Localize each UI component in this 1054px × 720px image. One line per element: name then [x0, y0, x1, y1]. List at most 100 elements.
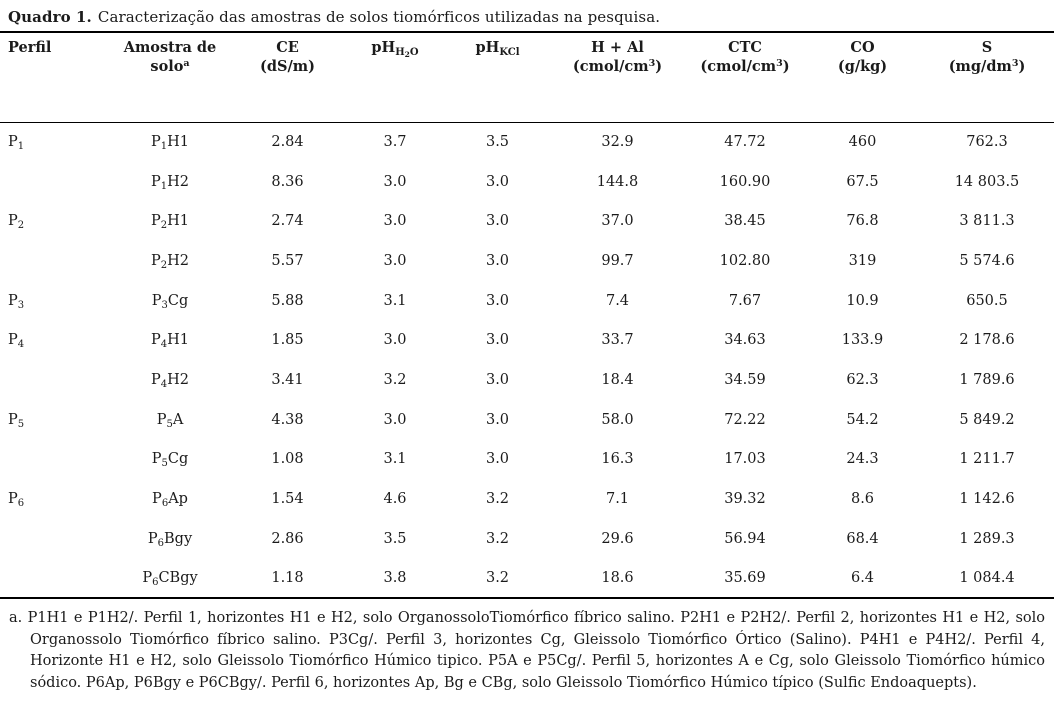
co-cell: 54.2 [846, 411, 879, 428]
ph-h2o-cell: 3.0 [383, 252, 407, 269]
ph-h2o-cell: 3.2 [383, 371, 407, 388]
s-cell: 1 789.6 [959, 371, 1015, 388]
soil-samples-table: Perfil Amostra de soloa CE (dS/m) pHH2O pH… [0, 31, 1054, 600]
ce-cell: 1.08 [271, 451, 304, 468]
ph-h2o-cell: 3.0 [383, 213, 407, 230]
ph-kcl-cell: 3.0 [485, 173, 510, 190]
ph-h2o-cell: 3.7 [383, 134, 407, 151]
ctc-cell: 17.03 [724, 451, 766, 468]
col-header-ctc: CTC (cmol/cm3) [685, 32, 805, 123]
s-cell: 1 289.3 [959, 530, 1015, 547]
table-row: P5Cg 1.08 3.1 3.0 16.3 17.03 24.3 1 211.… [0, 440, 1054, 480]
sample-cell: P2H2 [150, 252, 189, 271]
ph-h2o-cell: 3.0 [383, 411, 407, 428]
ce-cell: 8.36 [271, 173, 304, 190]
co-cell: 460 [848, 134, 877, 151]
perfil-cell [0, 360, 110, 400]
ph-h2o-cell: 3.5 [383, 530, 407, 547]
paper-page: Quadro 1. Caracterização das amostras de … [0, 0, 1054, 694]
co-cell: 62.3 [846, 371, 879, 388]
col-header-ph-kcl: pHKCl [445, 32, 550, 123]
ce-cell: 5.88 [271, 292, 304, 309]
table-row: P4H2 3.41 3.2 3.0 18.4 34.59 62.3 1 789.… [0, 360, 1054, 400]
ph-h2o-cell: 3.1 [383, 451, 407, 468]
co-cell: 24.3 [846, 451, 879, 468]
ce-cell: 2.86 [271, 530, 304, 547]
sample-cell: P6Ap [152, 491, 188, 510]
perfil-cell [0, 519, 110, 559]
ph-kcl-cell: 3.2 [485, 530, 510, 547]
co-cell: 68.4 [846, 530, 879, 547]
s-cell: 5 849.2 [959, 411, 1015, 428]
ph-kcl-cell: 3.0 [485, 411, 510, 428]
s-cell: 1 084.4 [959, 569, 1015, 586]
table-caption: Quadro 1. Caracterização das amostras de … [0, 0, 1054, 31]
table-body: P1 P1H1 2.84 3.7 3.5 32.9 47.72 460 762.… [0, 122, 1054, 598]
perfil-cell [0, 162, 110, 202]
ph-kcl-cell: 3.2 [485, 491, 510, 508]
ce-cell: 5.57 [271, 252, 304, 269]
h-al-cell: 18.6 [601, 569, 634, 586]
ctc-cell: 160.90 [719, 173, 771, 190]
sample-cell: P5Cg [151, 451, 189, 470]
ph-kcl-cell: 3.0 [485, 451, 510, 468]
h-al-cell: 144.8 [596, 173, 639, 190]
perfil-cell: P1 [8, 134, 25, 153]
ph-kcl-cell: 3.0 [485, 332, 510, 349]
ph-h2o-cell: 3.8 [383, 569, 407, 586]
sample-cell: P3Cg [151, 292, 189, 311]
ph-kcl-cell: 3.0 [485, 371, 510, 388]
ctc-cell: 7.67 [728, 292, 762, 309]
ctc-cell: 34.63 [724, 332, 766, 349]
col-header-s: S (mg/dm3) [920, 32, 1054, 123]
perfil-cell [0, 440, 110, 480]
s-cell: 14 803.5 [954, 173, 1020, 190]
sample-cell: P1H1 [150, 134, 189, 153]
col-header-h-al: H + Al (cmol/cm3) [550, 32, 685, 123]
caption-label: Quadro 1. [8, 8, 92, 26]
ctc-cell: 34.59 [724, 371, 766, 388]
footnote-text: P1H1 e P1H2/. Perfil 1, horizontes H1 e … [27, 610, 1046, 691]
co-cell: 10.9 [846, 292, 879, 309]
s-cell: 762.3 [966, 134, 1008, 151]
ctc-cell: 38.45 [724, 213, 766, 230]
h-al-cell: 33.7 [601, 332, 634, 349]
ce-cell: 3.41 [271, 371, 304, 388]
h-al-cell: 29.6 [601, 530, 634, 547]
s-cell: 1 211.7 [959, 451, 1015, 468]
h-al-cell: 18.4 [601, 371, 634, 388]
ctc-cell: 35.69 [724, 569, 766, 586]
h-al-cell: 16.3 [601, 451, 634, 468]
ctc-cell: 56.94 [724, 530, 766, 547]
table-footnote: a. P1H1 e P1H2/. Perfil 1, horizontes H1… [0, 599, 1054, 694]
ph-kcl-cell: 3.0 [485, 292, 510, 309]
h-al-cell: 58.0 [601, 411, 634, 428]
perfil-cell [0, 241, 110, 281]
perfil-cell: P5 [8, 411, 25, 430]
footnote-ref-sup: a [183, 58, 190, 69]
co-cell: 133.9 [841, 332, 884, 349]
footnote-marker: a. [9, 610, 23, 627]
ctc-cell: 39.32 [724, 491, 766, 508]
table-row: P6Bgy 2.86 3.5 3.2 29.6 56.94 68.4 1 289… [0, 519, 1054, 559]
h-al-cell: 7.4 [605, 292, 630, 309]
s-cell: 5 574.6 [959, 252, 1015, 269]
ph-h2o-cell: 3.0 [383, 173, 407, 190]
co-cell: 8.6 [850, 491, 875, 508]
h-al-cell: 7.1 [605, 491, 630, 508]
s-cell: 2 178.6 [959, 332, 1015, 349]
table-row: P2 P2H1 2.74 3.0 3.0 37.0 38.45 76.8 3 8… [0, 201, 1054, 241]
caption-text: Caracterização das amostras de solos tio… [97, 8, 661, 26]
table-row: P1H2 8.36 3.0 3.0 144.8 160.90 67.5 14 8… [0, 162, 1054, 202]
ph-kcl-cell: 3.5 [485, 134, 510, 151]
ce-cell: 4.38 [271, 411, 304, 428]
s-cell: 3 811.3 [959, 213, 1015, 230]
table-row: P1 P1H1 2.84 3.7 3.5 32.9 47.72 460 762.… [0, 122, 1054, 162]
ce-cell: 2.84 [271, 134, 304, 151]
table-row: P6 P6Ap 1.54 4.6 3.2 7.1 39.32 8.6 1 142… [0, 479, 1054, 519]
ph-kcl-cell: 3.0 [485, 252, 510, 269]
ce-cell: 2.74 [271, 213, 304, 230]
ph-kcl-cell: 3.0 [485, 213, 510, 230]
table-row: P2H2 5.57 3.0 3.0 99.7 102.80 319 5 574.… [0, 241, 1054, 281]
col-header-ph-h2o: pHH2O [345, 32, 445, 123]
